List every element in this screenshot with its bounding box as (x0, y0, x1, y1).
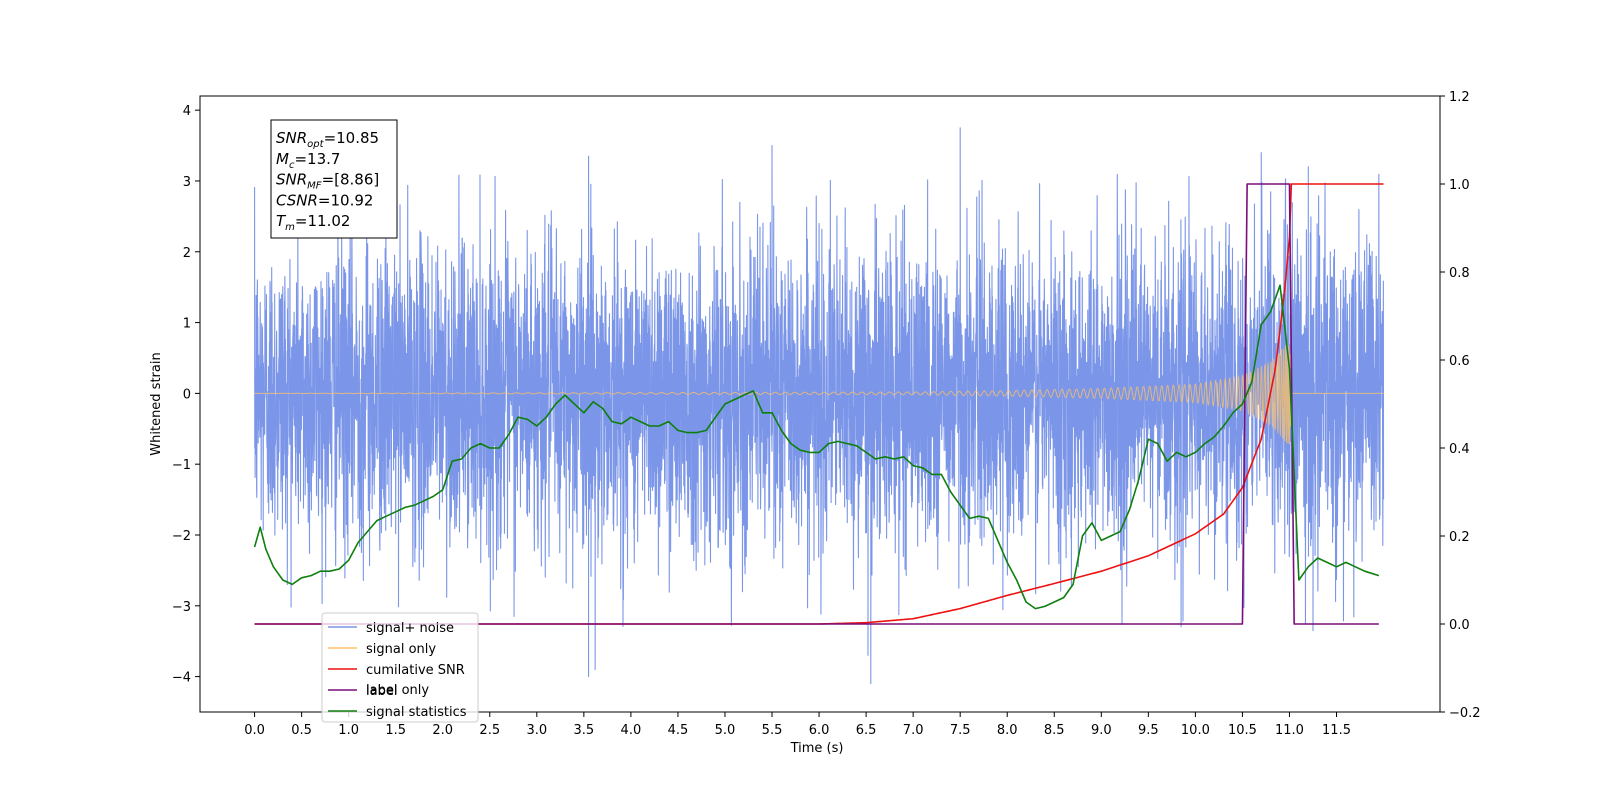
x-tick-label: 11.5 (1322, 723, 1351, 738)
annotation-line: CSNR=10.92 (276, 191, 373, 209)
y-tick-label-left: 1 (183, 317, 191, 332)
annotation-symbol: M (276, 150, 289, 168)
x-tick-label: 3.0 (526, 723, 547, 738)
series-label (254, 183, 1379, 625)
y-tick-label-left: −3 (172, 600, 191, 615)
x-tick-label: 3.5 (574, 723, 595, 738)
x-tick-label: 9.0 (1091, 723, 1112, 738)
x-tick-label: 0.5 (291, 723, 312, 738)
annotation-box: SNRopt=10.85Mc=13.7SNRMF=[8.86]CSNR=10.9… (270, 119, 398, 239)
annotation-line: SNRMF=[8.86] (276, 171, 379, 192)
y-axis-right: 1.2 1.0 0.8 0.6 0.4 0.2 0.0 −0.2 (1440, 90, 1481, 721)
y-tick-label-left: −2 (172, 529, 191, 544)
x-axis: 0.0 0.5 1.0 1.5 2.0 2.5 3.0 3.5 4.0 4.5 5.0 5.5 6.0 6… (244, 712, 1351, 738)
x-tick-label: 6.0 (809, 723, 830, 738)
x-tick-label: 4.0 (621, 723, 642, 738)
y-tick-label-right: 0.0 (1449, 618, 1470, 633)
annotation-subscript: MF (307, 181, 322, 192)
annotation-line: Mc=13.7 (276, 150, 340, 171)
x-tick-label: 5.0 (715, 723, 736, 738)
x-tick-label: 10.0 (1181, 723, 1210, 738)
annotation-line: SNRopt=10.85 (276, 129, 379, 150)
x-tick-label: 5.5 (762, 723, 783, 738)
annotation-frame (270, 119, 398, 239)
annotation-symbol: T (276, 212, 287, 230)
y-tick-label-right: 0.8 (1449, 266, 1470, 281)
y-tick-label-right: 0.4 (1449, 442, 1470, 457)
annotation-line: Tm=11.02 (276, 212, 350, 233)
annotation-value: =10.92 (318, 191, 374, 209)
y-tick-label-right: −0.2 (1449, 706, 1481, 721)
x-tick-label: 9.5 (1138, 723, 1159, 738)
y-tick-label-left: −4 (172, 671, 191, 686)
legend-label: cumilative SNR (366, 663, 465, 678)
annotation-value: =13.7 (294, 150, 340, 168)
annotation-symbol: SNR (276, 129, 307, 147)
x-tick-label: 4.5 (668, 723, 689, 738)
x-tick-label: 6.5 (856, 723, 877, 738)
y-tick-label-right: 0.2 (1449, 530, 1470, 545)
legend-label: signal statistics (366, 705, 467, 720)
y-tick-label-right: 1.2 (1449, 90, 1470, 105)
legend-label: label (366, 684, 397, 699)
series-signal-only (254, 343, 1384, 445)
y-tick-label-left: 3 (183, 175, 191, 190)
series-signal-statistics (253, 284, 1380, 610)
x-tick-label: 10.5 (1228, 723, 1257, 738)
legend: label only signal+ noise signal only cumil… (321, 612, 479, 723)
plot-frame (199, 95, 1441, 713)
legend-label: signal+ noise (366, 621, 454, 636)
x-tick-label: 7.0 (903, 723, 924, 738)
series-signal-noise (254, 127, 1385, 685)
y-tick-label-left: 0 (183, 387, 191, 402)
x-axis-label: Time (s) (790, 741, 844, 756)
x-tick-label: 11.0 (1275, 723, 1304, 738)
x-tick-label: 1.5 (385, 723, 406, 738)
annotation-subscript: opt (307, 139, 324, 150)
y-tick-label-right: 1.0 (1449, 178, 1470, 193)
annotation-value: =11.02 (295, 212, 351, 230)
annotation-value: =[8.86] (322, 171, 380, 189)
annotation-subscript: c (289, 160, 295, 171)
y-tick-label-left: 2 (183, 246, 191, 261)
annotation-value: =10.85 (324, 129, 380, 147)
legend-hidden-text: label only (366, 683, 429, 698)
x-tick-label: 8.5 (1044, 723, 1065, 738)
x-tick-label: 2.5 (479, 723, 500, 738)
legend-label: signal only (366, 642, 436, 657)
y-axis-left: 4 3 2 1 0 −1 −2 −3 −4 (172, 104, 200, 686)
x-tick-label: 8.0 (997, 723, 1018, 738)
y-tick-label-left: 4 (183, 104, 191, 119)
y-tick-label-left: −1 (172, 458, 191, 473)
y-axis-label: Whitened strain (149, 352, 164, 455)
annotation-symbol: SNR (276, 171, 307, 189)
x-tick-label: 2.0 (432, 723, 453, 738)
x-tick-label: 7.5 (950, 723, 971, 738)
annotation-subscript: m (285, 222, 295, 233)
x-tick-label: 1.0 (338, 723, 359, 738)
annotation-symbol: CSNR (276, 191, 318, 209)
y-tick-label-right: 0.6 (1449, 354, 1470, 369)
x-tick-label: 0.0 (244, 723, 265, 738)
legend-frame (321, 612, 479, 723)
